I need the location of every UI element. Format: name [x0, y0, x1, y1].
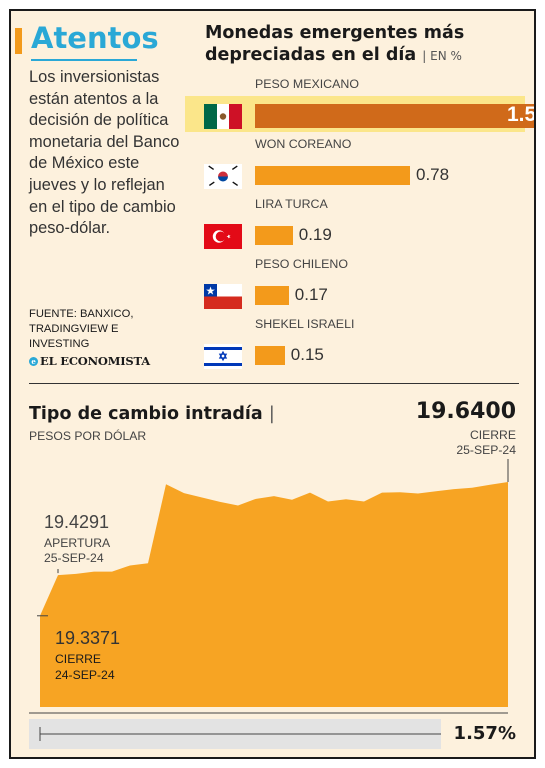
- section-divider: [29, 383, 519, 384]
- area-chart-title: Tipo de cambio intradía |: [29, 404, 275, 424]
- area-chart-ylabel: PESOS POR DÓLAR: [29, 429, 147, 443]
- bar: [255, 166, 410, 185]
- bar-label: PESO MEXICANO: [255, 77, 359, 91]
- previous-close-label: CIERRE 24-SEP-24: [55, 652, 115, 682]
- bar-chart-title: Monedas emergentes más depreciadas en el…: [205, 23, 465, 65]
- bar: [255, 346, 285, 365]
- close-value: 19.6400: [415, 399, 516, 424]
- previous-close-value: 19.3371: [55, 628, 121, 648]
- accent-bar: [15, 28, 22, 54]
- close-label: CIERRE 25-SEP-24: [456, 428, 516, 457]
- bar-value-label: 1.57: [507, 103, 536, 126]
- infographic-frame: Atentos Los inversionistas están atentos…: [9, 9, 536, 759]
- bar-value-label: 0.17: [294, 285, 328, 304]
- bar-value-label: 0.15: [290, 345, 324, 364]
- logo-icon: e: [29, 357, 38, 366]
- bar-value-label: 0.78: [416, 165, 450, 184]
- bar: [255, 226, 293, 245]
- bar: [255, 286, 289, 305]
- area-chart: [29, 459, 509, 749]
- brand-underline: [31, 59, 137, 61]
- bar: [255, 104, 534, 128]
- bar-value-label: 0.19: [298, 225, 332, 244]
- bar-label: SHEKEL ISRAELI: [255, 317, 355, 331]
- bar-label: LIRA TURCA: [255, 197, 328, 211]
- bar-label: PESO CHILENO: [255, 257, 348, 271]
- open-value: 19.4291: [44, 512, 110, 532]
- area-series: [40, 482, 508, 707]
- source-text: FUENTE: BANXICO, TRADINGVIEW E INVESTING: [29, 308, 134, 350]
- bar-label: WON COREANO: [255, 137, 352, 151]
- brand-title: Atentos: [31, 21, 159, 55]
- publisher-logo: e EL ECONOMISTA: [29, 354, 150, 368]
- open-label: APERTURA 25-SEP-24: [44, 536, 111, 565]
- bar-chart-unit: EN %: [430, 48, 462, 63]
- intro-text: Los inversionistas están atentos a la de…: [29, 68, 180, 238]
- logo-text: EL ECONOMISTA: [40, 354, 150, 368]
- change-percent: 1.57%: [453, 723, 516, 744]
